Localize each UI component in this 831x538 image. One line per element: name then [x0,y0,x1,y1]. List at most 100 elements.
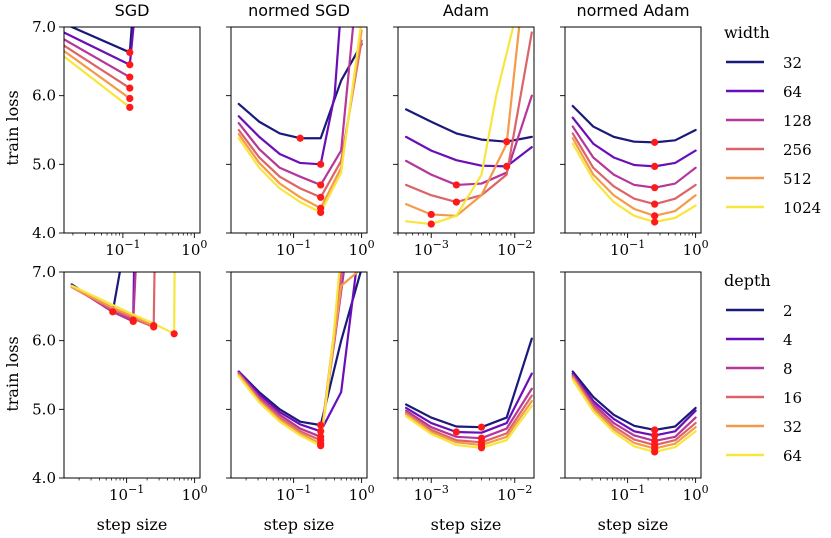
series-line-32 [70,286,155,327]
optimum-marker-1024 [427,220,435,228]
x-axis-label-normed-adam: step size [598,515,669,534]
legend-depth-label-8: 8 [783,360,793,378]
x-tick-label: 100 [349,483,375,504]
series-line-16 [70,272,156,329]
optimum-marker-1024 [126,103,134,111]
legend-depth-label-2: 2 [783,302,793,320]
legend-width-label-64: 64 [783,83,802,101]
optimum-marker-1024 [317,208,325,216]
axes-frame [63,271,201,479]
y-tick-label: 6.0 [32,87,56,105]
optimum-markers [651,426,659,456]
panel-r0-c0: 10−1 100 4.0 5.0 6.0 7.0 [32,18,207,259]
x-tick-label: 10−1 [105,238,140,259]
panel-r1-c3: 10−1 100 [560,271,709,504]
series-lines [237,27,363,214]
series-line-64 [571,378,697,454]
series-line-64 [70,272,176,335]
x-tick-label: 100 [349,238,375,259]
x-tick-label: 10−1 [610,238,645,259]
optimum-marker-64 [651,448,659,456]
series-line-16 [404,394,533,444]
series-line-32 [571,376,697,450]
optimum-marker-2 [651,426,659,434]
axes-frame [564,26,702,234]
optimum-marker-2 [477,423,486,431]
legend-width-label-512: 512 [783,170,812,188]
optimum-marker-64 [317,442,325,450]
series-line-128 [404,94,533,187]
optimum-marker-64 [317,160,325,168]
optimum-marker-32 [126,48,134,57]
optimum-marker-128 [651,184,659,192]
optimum-marker-64 [503,162,511,170]
series-line-1024 [64,55,131,109]
x-tick-label: 10−1 [610,483,645,504]
optimum-marker-32 [503,138,511,146]
legend-width-label-32: 32 [783,54,802,72]
series-lines [404,337,533,449]
optimum-marker-1024 [651,218,659,226]
series-line-32 [404,399,533,447]
series-line-4 [237,272,358,433]
optimum-marker-64 [126,61,134,69]
series-line-1024 [571,142,697,224]
series-line-16 [237,272,343,442]
x-tick-label: 100 [181,238,207,259]
series-line-64 [571,116,697,168]
optimum-marker-256 [651,200,659,208]
panel-r1-c2: 10−3 10−2 [393,271,535,504]
optimum-marker-32 [150,321,158,330]
series-lines [70,272,176,335]
x-tick-label: 10−2 [497,238,532,259]
series-line-512 [64,49,131,100]
optimum-marker-32 [651,138,659,146]
optimum-marker-2 [109,308,117,316]
optimum-marker-64 [170,330,178,338]
optimum-markers [317,421,325,450]
x-axis-label-sgd: step size [97,515,168,534]
x-tick-label: 10−1 [276,238,311,259]
optimum-marker-512 [126,94,134,103]
series-line-64 [404,404,533,449]
optimum-marker-2 [317,421,325,429]
y-axis-label-top: train loss [3,90,22,165]
x-tick-label: 10−2 [497,483,532,504]
series-line-32 [404,108,533,143]
panel-r0-c1: 10−1 100 [226,26,375,259]
optimum-markers [427,138,511,228]
y-tick-label: 7.0 [32,18,56,36]
series-lines [64,27,135,109]
optimum-marker-64 [651,162,659,170]
optimum-markers [109,308,178,338]
optimum-marker-4 [452,428,460,436]
axes-frame [564,271,702,479]
y-tick-label: 5.0 [32,155,56,173]
optimum-marker-128 [126,73,134,81]
series-line-512 [571,137,697,217]
x-tick-label: 100 [683,238,709,259]
x-tick-label: 10−1 [276,483,311,504]
series-line-128 [237,27,355,187]
series-line-256 [64,44,131,90]
series-line-32 [571,104,697,144]
x-tick-label: 10−3 [414,238,449,259]
column-title-normed-sgd: normed SGD [248,1,350,20]
column-title-normed-adam: normed Adam [576,1,689,20]
series-line-2 [571,370,697,432]
series-line-64 [237,27,341,166]
optimum-marker-512 [651,212,659,220]
optimum-marker-256 [126,84,134,92]
axes-frame [397,26,535,234]
series-line-8 [571,373,697,443]
legend-width-label-128: 128 [783,112,812,130]
optimum-marker-4 [317,427,325,435]
optimum-marker-64 [477,444,486,452]
series-line-4 [404,372,533,434]
optimum-marker-128 [452,181,460,189]
legend-width-title: width [724,23,770,42]
series-lines [571,370,697,454]
y-tick-label: 4.0 [32,224,56,242]
